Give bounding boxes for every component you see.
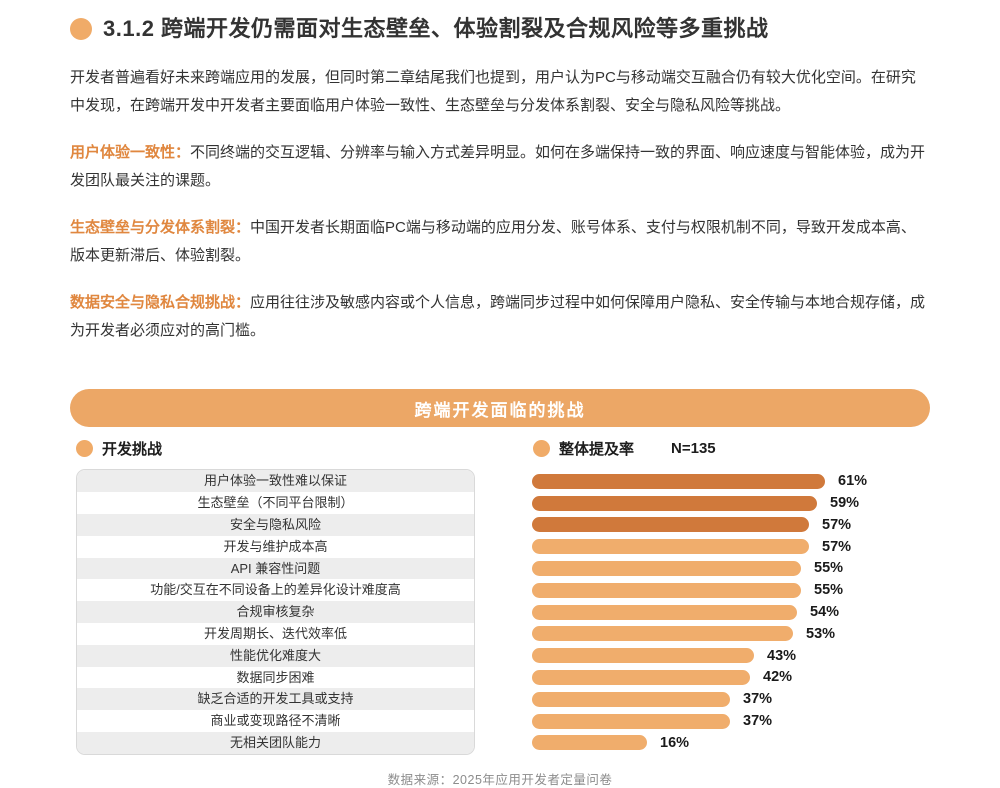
mention-rate-bar [532,473,825,489]
bar-row: 37% [532,710,930,732]
bar-row: 55% [532,558,930,580]
bar-value-label: 61% [838,473,868,490]
challenge-list-item: 功能/交互在不同设备上的差异化设计难度高 [77,579,474,602]
challenge-list-item: 生态壁垒（不同平台限制） [77,492,474,514]
section-ux-consistency: 用户体验一致性：不同终端的交互逻辑、分辨率与输入方式差异明显。如何在多端保持一致… [70,139,930,195]
section-label: 生态壁垒与分发体系割裂： [70,219,251,237]
section-ecosystem-barrier: 生态壁垒与分发体系割裂：中国开发者长期面临PC端与移动端的应用分发、账号体系、支… [70,214,930,270]
bar-row: 57% [532,514,930,536]
page-title: 3.1.2 跨端开发仍需面对生态壁垒、体验割裂及合规风险等多重挑战 [103,16,769,41]
bar-value-label: 53% [806,625,836,642]
mention-rate-bar [532,648,754,664]
section-label: 用户体验一致性： [70,144,191,162]
bar-row: 16% [532,732,930,754]
bar-value-label: 16% [660,734,690,751]
challenge-list-item: 无相关团队能力 [77,731,474,754]
challenge-list-item: 缺乏合适的开发工具或支持 [77,688,474,711]
bar-row: 43% [532,645,930,667]
section-data-security: 数据安全与隐私合规挑战：应用往往涉及敏感内容或个人信息，跨端同步过程中如何保障用… [70,289,930,345]
legend-label: 整体提及率 [559,441,635,459]
legend-dot-icon [76,440,93,458]
chart-legend-row: 开发挑战 整体提及率 N=135 [70,438,930,462]
challenge-list-item: 用户体验一致性难以保证 [77,470,474,493]
bar-row: 54% [532,601,930,623]
report-page: 3.1.2 跨端开发仍需面对生态壁垒、体验割裂及合规风险等多重挑战 开发者普遍看… [70,16,930,787]
data-source: 数据来源：2025年应用开发者定量问卷 [387,772,613,787]
sample-size: N=135 [671,440,716,458]
mention-rate-bar [532,735,647,751]
bar-row: 57% [532,536,930,558]
bar-row: 53% [532,623,930,645]
legend-dot-icon [533,440,550,458]
legend-challenges: 开发挑战 [76,438,162,459]
mention-rate-bar [532,604,797,620]
bar-value-label: 43% [767,647,797,664]
mention-rate-bar [532,560,801,576]
bar-row: 61% [532,470,930,492]
mention-rate-bar [532,539,809,555]
mention-rate-bar [532,495,817,511]
bar-value-label: 59% [830,495,860,512]
page-title-row: 3.1.2 跨端开发仍需面对生态壁垒、体验割裂及合规风险等多重挑战 [70,16,930,42]
bar-value-label: 37% [743,713,773,730]
challenge-list: 用户体验一致性难以保证 生态壁垒（不同平台限制） 安全与隐私风险 开发与维护成本高 AP… [76,469,475,755]
chart-title-banner: 跨端开发面临的挑战 [70,389,930,428]
section-text: 应用往往涉及敏感内容或个人信息，跨端同步过程中如何保障用户隐私、安全传输与本地合… [70,294,926,340]
mention-rate-bar [532,691,730,707]
bar-row: 37% [532,688,930,710]
bar-value-label: 55% [814,582,844,599]
bar-value-label: 37% [743,691,773,708]
title-bullet-icon [70,18,92,41]
mention-rate-bar [532,626,793,642]
mention-rate-bar [532,713,730,729]
challenge-list-item: 开发与维护成本高 [77,535,474,558]
intro-paragraph: 开发者普遍看好未来跨端应用的发展，但同时第二章结尾我们也提到，用户认为PC与移动… [70,69,916,115]
bar-row: 42% [532,667,930,689]
bar-row: 59% [532,492,930,514]
mention-rate-bar [532,582,801,598]
chart-body: 用户体验一致性难以保证 生态壁垒（不同平台限制） 安全与隐私风险 开发与维护成本高 AP… [70,469,930,755]
section-text: 不同终端的交互逻辑、分辨率与输入方式差异明显。如何在多端保持一致的界面、响应速度… [70,144,926,190]
mention-rate-bar [532,517,809,533]
challenge-list-item: 合规审核复杂 [77,601,474,623]
challenge-list-item: 数据同步困难 [77,666,474,689]
legend-mention-rate: 整体提及率 N=135 [533,438,716,459]
bar-value-label: 57% [822,538,852,555]
challenge-list-item: API 兼容性问题 [77,557,474,580]
challenge-list-item: 开发周期长、迭代效率低 [77,622,474,645]
bar-row: 55% [532,579,930,601]
mention-rate-bar [532,669,750,685]
legend-label: 开发挑战 [102,441,163,459]
section-text: 中国开发者长期面临PC端与移动端的应用分发、账号体系、支付与权限机制不同，导致开… [70,219,916,265]
bar-value-label: 55% [814,560,844,577]
bar-value-label: 57% [822,516,852,533]
challenge-list-item: 性能优化难度大 [77,644,474,667]
chart-title: 跨端开发面临的挑战 [414,400,586,420]
bar-value-label: 54% [810,604,840,621]
section-label: 数据安全与隐私合规挑战： [70,294,251,312]
bar-value-label: 42% [763,669,793,686]
challenge-list-item: 安全与隐私风险 [77,513,474,536]
bars-area: 61% 59% 57% 57% 55% 55% 54% 53% 43% 42% 37% 37% 16% [532,469,930,754]
challenge-list-item: 商业或变现路径不清晰 [77,710,474,732]
